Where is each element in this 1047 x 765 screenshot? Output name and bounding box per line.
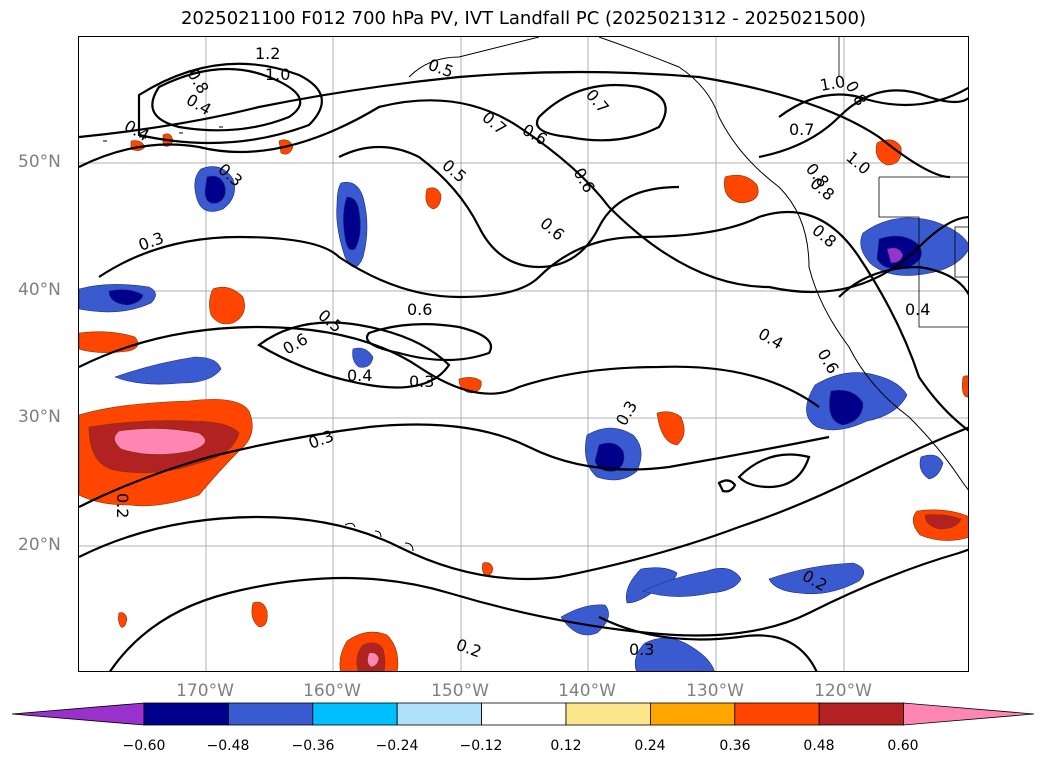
lon-label-140w: 140°W [558,681,616,701]
colorbar-segment [481,702,567,726]
contour-labels: 1.21.00.80.40.40.30.30.50.7 0.60.70.60.50… [113,44,930,661]
contour-label: 0.6 [280,329,312,358]
patch-neg-core [886,247,904,264]
patch-pos-peak [367,652,380,668]
patch-pos [962,375,968,398]
contour-label: 0.3 [612,397,641,429]
contour-label: 0.4 [755,324,787,353]
contour-label: 1.0 [265,65,290,84]
contour-label: 0.8 [808,221,840,252]
colorbar-segment [565,702,651,726]
colorbar-tick: −0.60 [122,738,166,754]
plot-title: 2025021100 F012 700 hPa PV, IVT Landfall… [180,8,867,29]
colorbar-tick: 0.60 [887,738,919,754]
patch-pos [875,139,902,166]
colorbar-extend-min [11,702,145,726]
contour-label: 0.6 [814,346,843,378]
patch-neg-core [343,196,361,251]
patch-pos [251,601,268,628]
negative-pv-patches [79,166,968,671]
lat-label-20n: 20°N [18,535,61,555]
patch-neg [114,356,222,385]
patch-pos-core [924,514,962,530]
patch-pos [79,331,139,353]
contour-label: 0.3 [629,640,654,659]
patch-neg [642,568,742,597]
colorbar-tick: −0.24 [375,738,419,754]
colorbar-tick: 0.48 [803,738,835,754]
patch-pos [209,286,245,325]
contour-label: 0.6 [536,214,568,245]
colorbar-tick: 0.24 [634,738,666,754]
map-canvas: 1.21.00.80.40.40.30.30.50.7 0.60.70.60.50… [79,37,968,671]
contour-label: 0.4 [905,300,930,319]
colorbar-segment [734,702,820,726]
patch-pos-peak [114,428,206,455]
colorbar-segment [227,702,314,726]
contour-label: 0.4 [183,90,215,119]
contour-label: 1.0 [842,148,874,179]
contour-label: 0.7 [582,85,613,117]
lon-label-160w: 160°W [303,681,361,701]
contour-label: 0.7 [478,108,510,139]
colorbar-segments [11,702,1035,726]
patch-pos [425,187,442,210]
patch-pos [656,411,685,446]
contour-label: 0.4 [121,116,153,145]
colorbar-segment [312,702,398,726]
patch-neg-core [829,389,864,426]
patch-neg [352,347,374,368]
patch-pos [118,612,128,628]
colorbar-segment [818,702,905,726]
contour-label: 1.0 [818,72,846,95]
colorbar-segment [650,702,736,726]
contour-label: 0.2 [113,493,132,518]
contour-label: 0.3 [136,228,166,255]
contour-label: 0.5 [438,156,470,187]
colorbar-tick: 0.12 [550,738,582,754]
lat-label-50n: 50°N [18,152,61,172]
coastlines [103,37,968,552]
lat-label-30n: 30°N [18,407,61,427]
colorbar-tick: −0.12 [459,738,503,754]
colorbar-extend-max [903,702,1035,726]
colorbar-segment [396,702,483,726]
patch-neg [560,604,609,636]
contour-label: 0.8 [842,78,871,110]
patch-neg [768,562,865,595]
contour-label: 0.6 [407,300,432,319]
contour-label: 0.3 [306,426,336,453]
contour-label: 1.2 [255,44,280,63]
contour-label: 0.3 [409,372,434,391]
patch-neg-core [108,289,144,306]
contour-label: 0.7 [789,120,814,139]
contour-label: 0.2 [454,635,484,662]
lon-label-150w: 150°W [431,681,489,701]
patch-neg [919,454,944,480]
lon-label-130w: 130°W [686,681,744,701]
map-panel: 1.2 1.0 0.8 0.4 0.4 0.3 0.3 0.5 0.7 0.6 0.7 0.6 0.5 0… [78,36,969,672]
lon-label-120w: 120°W [814,681,872,701]
colorbar-tick: −0.48 [206,738,250,754]
colorbar-tick: −0.36 [291,738,335,754]
lon-label-170w: 170°W [176,681,234,701]
lat-label-40n: 40°N [18,280,61,300]
patch-neg-core [204,175,226,204]
positive-pv-patches [79,133,968,671]
colorbar-segment [143,702,229,726]
borders [838,37,968,328]
patch-pos [482,562,494,576]
colorbar-tick: 0.36 [719,738,751,754]
contour-label: 0.4 [347,366,372,385]
patch-pos [724,174,759,204]
